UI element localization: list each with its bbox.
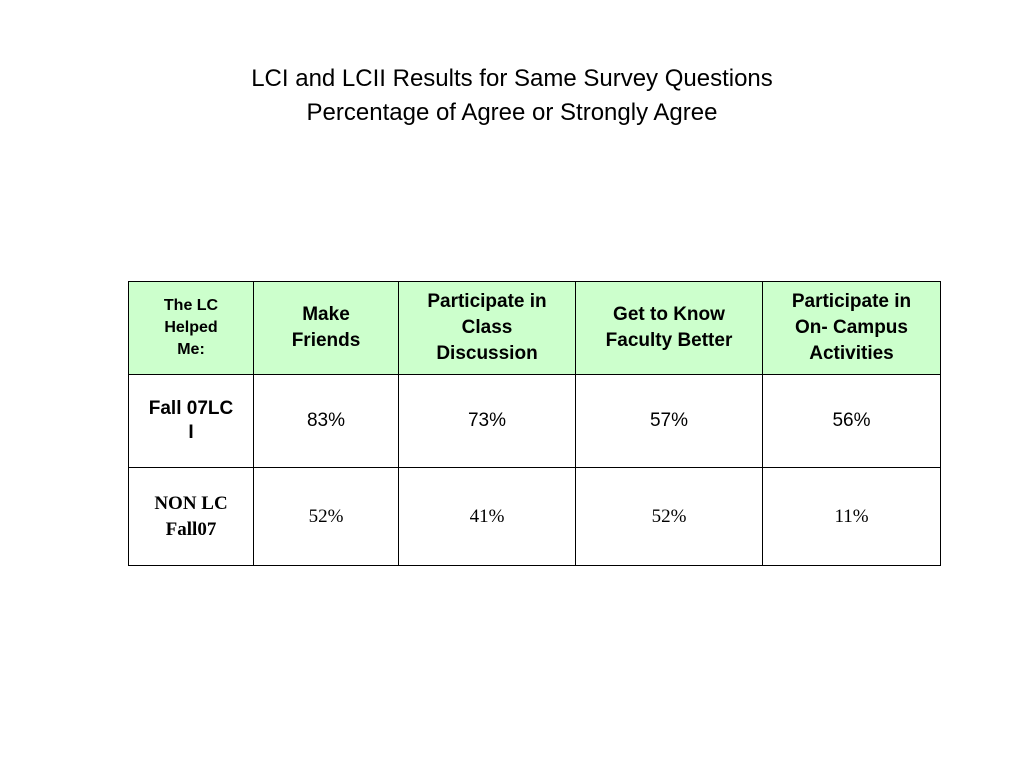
results-table: The LC Helped Me: Make Friends Participa… [128,281,941,566]
column-header-line: On- Campus [795,317,908,338]
value-cell: 52% [253,467,399,566]
column-header-line: Activities [809,343,894,364]
row-header-line: Fall07 [165,518,217,540]
corner-header-line: The LC [163,297,219,314]
column-header-make-friends: Make Friends [253,281,399,375]
table-row-fall-07-lc: Fall 07LC I 83% 73% 57% 56% [128,374,941,468]
column-header-line: Friends [291,330,361,351]
column-header-line: Participate in [427,291,547,312]
title-line-2: Percentage of Agree or Strongly Agree [306,99,718,126]
row-header-line: NON LC [154,492,228,514]
row-header-cell: Fall 07LC I [128,374,254,468]
header-row: The LC Helped Me: Make Friends Participa… [128,281,941,375]
table-row-non-lc: NON LC Fall07 52% 41% 52% 11% [128,467,941,566]
corner-header-line: Helped [164,319,218,336]
column-header-line: Get to Know [613,304,725,325]
value-cell: 52% [575,467,763,566]
column-header-line: Class [461,317,513,338]
column-header-class-discussion: Participate in Class Discussion [398,281,576,375]
value-cell: 83% [253,374,399,468]
column-header-line: Make [302,304,350,325]
title-line-1: LCI and LCII Results for Same Survey Que… [251,65,773,92]
column-header-line: Faculty Better [605,330,733,351]
slide-title: LCI and LCII Results for Same Survey Que… [0,62,1024,130]
column-header-campus-activities: Participate in On- Campus Activities [762,281,941,375]
column-header-line: Participate in [791,291,912,312]
corner-header-cell: The LC Helped Me: [128,281,254,375]
value-cell: 11% [762,467,941,566]
column-header-line: Discussion [436,343,538,364]
row-header-cell: NON LC Fall07 [128,467,254,566]
value-cell: 73% [398,374,576,468]
value-cell: 57% [575,374,763,468]
value-cell: 56% [762,374,941,468]
corner-header-line: Me: [177,341,205,358]
row-header-line: I [188,422,194,443]
column-header-know-faculty: Get to Know Faculty Better [575,281,763,375]
value-cell: 41% [398,467,576,566]
row-header-line: Fall 07LC [148,398,234,419]
